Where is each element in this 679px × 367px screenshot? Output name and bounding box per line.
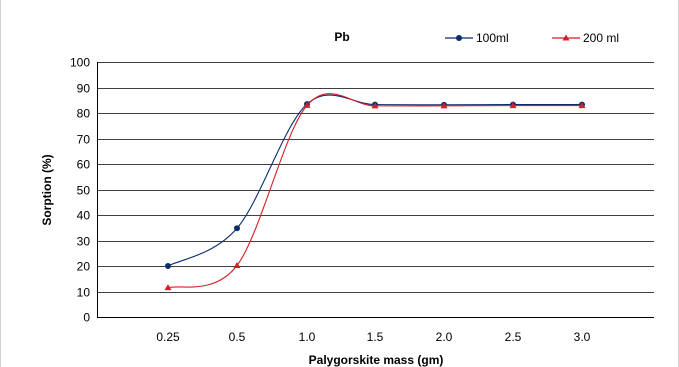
data-point-200ml-1.0 <box>303 101 311 108</box>
data-point-100ml-0.5 <box>234 225 240 232</box>
x-tick-label-1.0: 1.0 <box>299 330 316 344</box>
data-series <box>164 93 586 291</box>
x-tick-label-2.5: 2.5 <box>505 330 522 344</box>
x-tick-label-0.5: 0.5 <box>229 330 246 344</box>
legend-label-200ml: 200 ml <box>583 31 619 45</box>
data-point-200ml-0.25 <box>164 284 172 291</box>
y-tick-label-40: 40 <box>77 209 91 223</box>
y-tick-label-30: 30 <box>77 235 91 249</box>
legend-marker-200ml <box>562 34 570 41</box>
x-tick-label-2.0: 2.0 <box>436 330 453 344</box>
legend-marker-100ml <box>456 35 462 41</box>
y-tick-label-90: 90 <box>77 82 91 96</box>
x-tick-label-0.25: 0.25 <box>156 330 180 344</box>
legend-label-100ml: 100ml <box>476 31 509 45</box>
axes <box>97 62 654 318</box>
y-tick-label-50: 50 <box>77 184 91 198</box>
series-line-100ml <box>167 94 583 267</box>
data-point-200ml-0.5 <box>233 261 241 268</box>
x-axis-title: Palygorskite mass (gm) <box>309 353 444 367</box>
gridlines <box>97 62 654 293</box>
data-point-200ml-2.5 <box>509 102 517 109</box>
y-tick-label-80: 80 <box>77 107 91 121</box>
data-point-200ml-3.0 <box>578 102 586 109</box>
x-tick-label-1.5: 1.5 <box>367 330 384 344</box>
y-tick-label-20: 20 <box>77 260 91 274</box>
x-axis-ticks: 0.25 0.5 1.0 1.5 2.0 2.5 3.0 <box>156 330 590 344</box>
series-100ml <box>165 94 585 269</box>
chart-title: Pb <box>334 30 349 44</box>
y-tick-label-60: 60 <box>77 158 91 172</box>
series-200ml <box>164 93 586 291</box>
legend-item-100ml: 100ml <box>445 31 509 45</box>
y-tick-label-100: 100 <box>70 56 90 70</box>
y-tick-label-0: 0 <box>83 311 90 325</box>
legend: 100ml 200 ml <box>445 31 619 45</box>
y-axis-ticks: 0 10 20 30 40 50 60 70 80 90 100 <box>70 56 90 325</box>
x-tick-label-3.0: 3.0 <box>574 330 591 344</box>
y-axis-title: Sorption (%) <box>40 154 54 225</box>
data-point-200ml-1.5 <box>371 102 379 109</box>
y-tick-label-70: 70 <box>77 133 91 147</box>
data-point-100ml-0.25 <box>165 263 171 269</box>
y-tick-label-10: 10 <box>77 286 91 300</box>
legend-item-200ml: 200 ml <box>552 31 619 45</box>
data-point-200ml-2.0 <box>440 102 448 109</box>
